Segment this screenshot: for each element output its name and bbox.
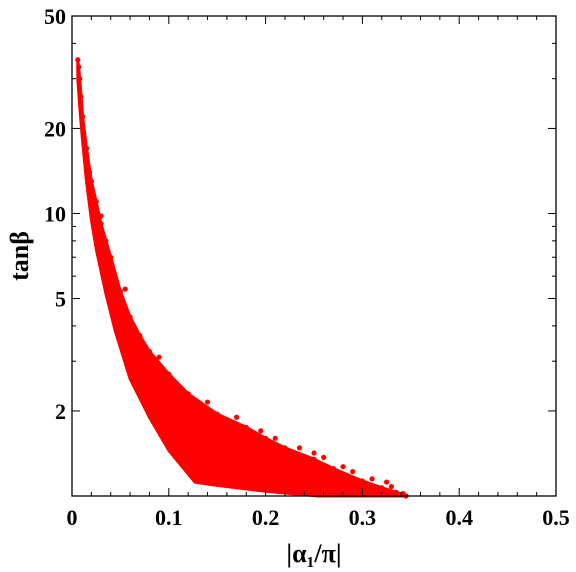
scatter-point (204, 399, 211, 405)
scatter-point (83, 145, 90, 151)
scatter-point (258, 428, 264, 434)
scatter-point (156, 354, 162, 360)
y-tick-label: 50 (44, 4, 66, 29)
scatter-point (311, 456, 317, 462)
scatter-point (76, 64, 82, 70)
scatter-point (117, 288, 123, 294)
scatter-point (393, 489, 399, 495)
scatter-point (369, 476, 375, 482)
scatter-point (122, 286, 128, 292)
x-tick-label: 0 (67, 505, 78, 530)
scatter-point (80, 114, 86, 120)
scatter-point (81, 132, 87, 138)
scatter-point (384, 479, 390, 485)
scatter-point (340, 464, 346, 470)
y-tick-label: 2 (55, 399, 66, 424)
y-tick-label: 20 (44, 116, 66, 141)
scatter-point (75, 57, 81, 63)
scatter-point (282, 445, 288, 451)
y-axis-label: tanβ (5, 231, 34, 281)
x-tick-label: 0.1 (155, 505, 183, 530)
scatter-point (78, 93, 84, 99)
scatter-point (388, 483, 395, 490)
scatter-point (108, 254, 114, 260)
plot-marks (75, 57, 409, 499)
scatter-point (359, 478, 365, 484)
x-tick-label: 0.4 (445, 505, 473, 530)
scatter-point (214, 411, 220, 417)
scatter-point (311, 450, 317, 456)
scatter-point (243, 424, 249, 430)
y-tick-label: 5 (55, 287, 66, 312)
x-tick-label: 0.2 (252, 505, 280, 530)
scatter-point (233, 414, 240, 420)
scatter-point (400, 490, 406, 497)
x-tick-label: 0.3 (349, 505, 377, 530)
y-tick-label: 10 (44, 201, 66, 226)
scatter-point (379, 485, 385, 491)
scatter-point (350, 469, 356, 475)
scatter-point (93, 199, 99, 205)
scatter-point (272, 435, 278, 441)
scatter-point (263, 435, 269, 441)
scatter-point (185, 391, 191, 397)
scatter-point (98, 221, 104, 227)
scatter-point (330, 466, 336, 472)
scatter-point (127, 314, 133, 320)
x-tick-label: 0.5 (542, 505, 570, 530)
scatter-point (137, 332, 143, 339)
plot-frame (71, 15, 557, 497)
scatter-point (86, 169, 93, 175)
scatter-point (146, 348, 153, 354)
axis-ticks (71, 15, 557, 497)
scatter-point (296, 445, 303, 451)
scatter-point (88, 178, 94, 184)
scatter-point (103, 238, 109, 244)
x-axis-label: |α₁/π| (286, 539, 341, 568)
scatter-point (77, 76, 83, 82)
scatter-region (76, 58, 408, 498)
scatter-point (321, 454, 327, 460)
scatter-point (98, 213, 104, 219)
tick-labels: 0 0.1 0.2 0.3 0.4 0.5 2 5 10 20 50 (44, 4, 570, 530)
scatter-point (166, 371, 172, 377)
